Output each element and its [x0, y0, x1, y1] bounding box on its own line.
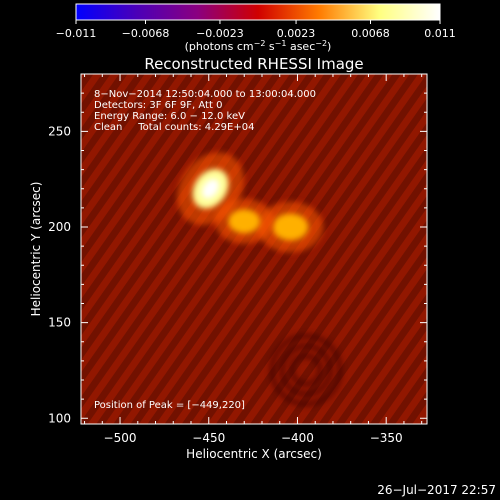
ripple-ring [270, 334, 342, 406]
colorbar-unit-label: (photons cm−2 s−1 asec−2) [185, 39, 332, 53]
colorbar-tick-label: −0.011 [56, 27, 97, 40]
source-core [272, 213, 309, 241]
x-tick-label: −350 [370, 431, 403, 445]
ripple-ring [290, 354, 322, 386]
colorbar-unit-superscript: −2 [254, 39, 266, 48]
colorbar-tick-label: 0.011 [424, 27, 456, 40]
sources-layer [177, 152, 324, 253]
image-area [81, 74, 427, 424]
colorbar-tick-label: −0.0023 [196, 27, 244, 40]
x-tick-label: −500 [104, 431, 137, 445]
x-axis-label: Heliocentric X (arcsec) [186, 447, 322, 461]
y-tick-label: 200 [48, 220, 71, 234]
y-axis-label: Heliocentric Y (arcsec) [29, 182, 43, 317]
source-peak [202, 179, 219, 199]
colorbar-unit-part: (photons cm [185, 40, 254, 53]
source-core [228, 209, 261, 234]
plot-title: Reconstructed RHESSI Image [144, 55, 363, 73]
annotation-clean-counts: Clean Total counts: 4.29E+04 [94, 122, 254, 133]
y-tick-label: 100 [48, 411, 71, 425]
y-tick-label: 250 [48, 124, 71, 138]
colorbar-tick-label: −0.0068 [122, 27, 170, 40]
annotations: 8−Nov−2014 12:50:04.000 to 13:00:04.000 … [94, 89, 316, 411]
colorbar-strip [75, 3, 441, 21]
footer-date: 26−Jul−2017 22:57 [377, 483, 496, 497]
colorbar-ticks: −0.011 −0.0068 −0.0023 0.0023 0.0068 0.011 [56, 20, 456, 40]
image-background [81, 74, 427, 424]
colorbar-tick-label: 0.0023 [277, 27, 316, 40]
x-tick-label: −450 [192, 431, 225, 445]
colorbar-unit-superscript: −1 [275, 39, 287, 48]
colorbar: −0.011 −0.0068 −0.0023 0.0023 0.0068 0.011 (p… [56, 3, 456, 53]
x-tick-label: −400 [281, 431, 314, 445]
colorbar-unit-superscript: −2 [315, 39, 327, 48]
plot-frame [80, 73, 428, 425]
colorbar-tick-label: 0.0068 [351, 27, 390, 40]
peak-position-label: Position of Peak = [−449,220] [94, 400, 245, 411]
colorbar-unit-part: s [265, 40, 274, 53]
colorbar-unit-part: ) [327, 40, 331, 53]
ripple-ring [280, 344, 332, 396]
axis-ticks: −500 −450 −400 −350 100 150 200 250 [48, 73, 427, 445]
annotation-energy-range: Energy Range: 6.0 − 12.0 keV [94, 111, 245, 122]
annotation-time-range: 8−Nov−2014 12:50:04.000 to 13:00:04.000 [94, 89, 316, 100]
image-haze [81, 74, 427, 424]
y-tick-label: 150 [48, 316, 71, 330]
colorbar-unit-part: asec [286, 40, 315, 53]
ripple-layer [270, 334, 342, 406]
annotation-detectors: Detectors: 3F 6F 9F, Att 0 [94, 100, 222, 111]
